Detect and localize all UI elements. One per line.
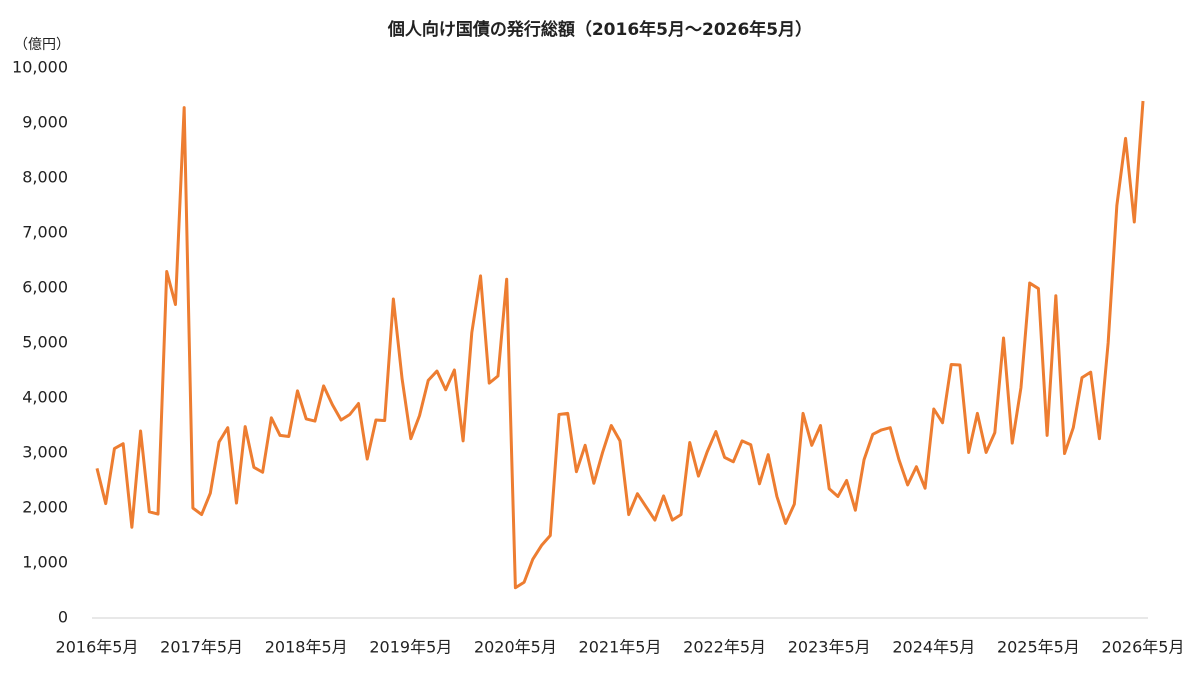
chart-title: 個人向け国債の発行総額（2016年5月～2026年5月） xyxy=(387,19,812,40)
x-tick-label: 2021年5月 xyxy=(579,638,662,657)
y-tick-label: 6,000 xyxy=(22,278,68,297)
x-tick-label: 2024年5月 xyxy=(892,638,975,657)
y-tick-label: 3,000 xyxy=(22,443,68,462)
y-tick-label: 10,000 xyxy=(12,58,68,77)
y-axis-label: （億円） xyxy=(14,37,70,53)
y-tick-label: 8,000 xyxy=(22,168,68,187)
x-tick-label: 2016年5月 xyxy=(56,638,139,657)
data-line xyxy=(95,100,1145,590)
x-tick-label: 2019年5月 xyxy=(369,638,452,657)
y-tick-label: 9,000 xyxy=(22,113,68,132)
x-tick-label: 2023年5月 xyxy=(788,638,871,657)
y-tick-label: 5,000 xyxy=(22,333,68,352)
y-tick-label: 0 xyxy=(58,608,68,627)
y-tick-label: 7,000 xyxy=(22,223,68,242)
x-tick-label: 2026年5月 xyxy=(1102,638,1185,657)
x-tick-label: 2018年5月 xyxy=(265,638,348,657)
x-tick-label: 2025年5月 xyxy=(997,638,1080,657)
x-tick-label: 2020年5月 xyxy=(474,638,557,657)
x-tick-label: 2017年5月 xyxy=(160,638,243,657)
y-tick-label: 1,000 xyxy=(22,553,68,572)
y-tick-label: 4,000 xyxy=(22,388,68,407)
y-tick-label: 2,000 xyxy=(22,498,68,517)
x-tick-label: 2022年5月 xyxy=(683,638,766,657)
